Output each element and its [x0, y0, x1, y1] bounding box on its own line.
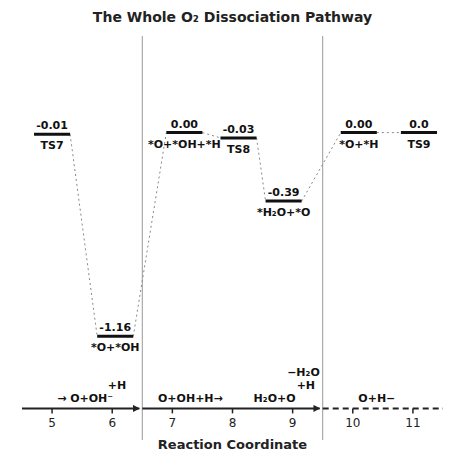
energy-level	[401, 131, 437, 134]
value-label: 0.00	[171, 118, 198, 131]
connector	[302, 133, 341, 202]
value-label: -1.16	[99, 321, 131, 334]
pathway-annotation: +H	[297, 379, 315, 392]
pathway-annotation: → O+OH⁻	[57, 392, 113, 405]
axis-line	[22, 407, 139, 409]
background	[0, 0, 465, 465]
energy-level	[34, 133, 70, 136]
value-label: -0.01	[36, 119, 68, 132]
chart: The Whole O₂ Dissociation Pathway 5 6 7 8 9 10…	[0, 0, 465, 465]
energy-level	[97, 335, 133, 338]
x-tick-label: 7	[169, 416, 177, 430]
pathway-annotation: −H₂O	[287, 366, 320, 379]
energy-level	[341, 131, 377, 134]
energy-level	[266, 200, 302, 203]
value-label: 0.00	[345, 118, 372, 131]
connector	[377, 132, 401, 133]
level-name: TS8	[227, 143, 250, 156]
x-tick-label: 11	[405, 416, 420, 430]
x-tick	[111, 408, 113, 413]
x-axis-label: Reaction Coordinate	[158, 437, 308, 452]
level-name: *O+*H	[339, 138, 378, 151]
level-name: TS9	[407, 138, 430, 151]
connector	[70, 134, 97, 336]
energy-level	[220, 136, 256, 139]
energy-level	[166, 131, 202, 134]
x-tick-label: 9	[289, 416, 297, 430]
value-label: 0.0	[409, 118, 429, 131]
plot-area	[34, 36, 437, 440]
value-label: -0.39	[268, 186, 300, 199]
connector	[257, 138, 266, 201]
separator-line	[322, 36, 323, 440]
x-tick	[51, 408, 53, 413]
x-tick	[172, 408, 174, 413]
pathway-annotation: O+H−	[358, 392, 395, 405]
level-name: *H₂O+*O	[257, 206, 310, 219]
level-name: *O+*OH	[91, 341, 140, 354]
labels: -0.01 TS7 -1.16 *O+*OH 0.00 *O+*OH+*H-0.03 TS8…	[36, 118, 430, 406]
title: The Whole O₂ Dissociation Pathway	[93, 9, 372, 25]
level-name: TS7	[41, 139, 64, 152]
pathway-annotation: H₂O+O	[254, 392, 296, 405]
x-tick	[412, 408, 414, 413]
x-tick	[352, 408, 354, 413]
x-tick-label: 10	[345, 416, 360, 430]
pathway-annotation: O+OH+H→	[158, 392, 223, 405]
value-label: -0.03	[223, 123, 255, 136]
x-tick	[292, 408, 294, 413]
pathway-annotation: +H	[108, 379, 126, 392]
x-tick-label: 8	[229, 416, 237, 430]
x-tick-label: 5	[48, 416, 56, 430]
x-axis: 5 6 7 8 9 10 11	[22, 408, 443, 430]
level-name: *O+*OH+*H	[148, 138, 221, 151]
x-tick	[232, 408, 234, 413]
axis-line	[323, 407, 443, 409]
x-tick-label: 6	[108, 416, 116, 430]
connector	[133, 133, 166, 337]
separator-line	[142, 36, 143, 440]
